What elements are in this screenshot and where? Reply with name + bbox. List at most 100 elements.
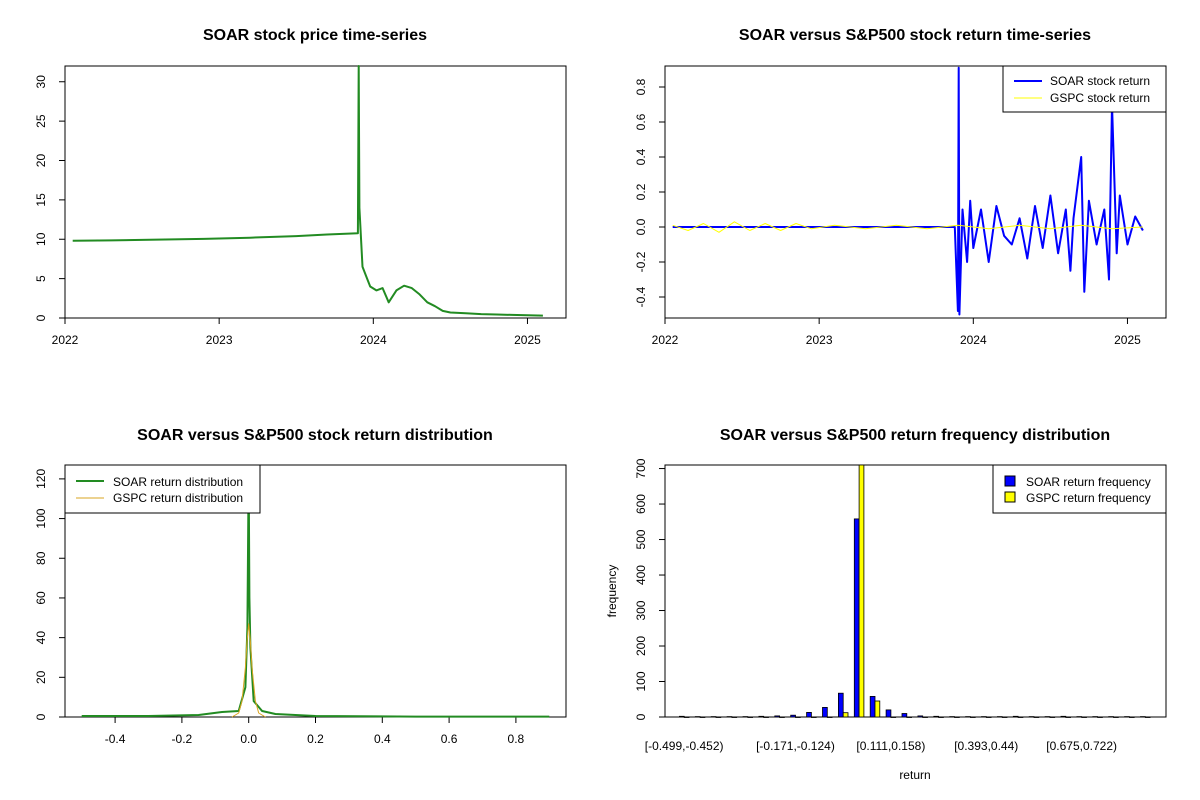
- gspc-frequency-bar: [1065, 716, 1072, 718]
- return-distribution-panel: SOAR versus S&P500 stock return distribu…: [34, 427, 567, 746]
- soar-frequency-bar: [901, 713, 908, 718]
- legend-label-soar-distribution: SOAR return distribution: [113, 475, 243, 489]
- gspc-frequency-bar: [731, 716, 738, 718]
- soar-frequency-bar: [981, 716, 987, 718]
- return-ts-ytick-label: 0.0: [634, 218, 648, 235]
- price-ytick-label: 10: [34, 232, 48, 246]
- soar-frequency-bar: [774, 715, 780, 718]
- gspc-frequency-bar: [699, 716, 706, 718]
- gspc-distribution-line: [231, 623, 266, 718]
- gspc-frequency-bar: [1017, 716, 1024, 718]
- frequency-legend-box: [992, 464, 1167, 514]
- gspc-frequency-bar: [906, 716, 912, 718]
- price-xtick-label: 2024: [360, 333, 387, 347]
- gspc-frequency-bar: [811, 716, 817, 718]
- distribution-xtick-label: 0.6: [441, 732, 458, 746]
- gspc-frequency-bar: [842, 712, 849, 718]
- distribution-ytick-label: 100: [34, 508, 48, 528]
- soar-frequency-bar: [1140, 716, 1146, 718]
- gspc-frequency-bar: [874, 700, 881, 718]
- distribution-xtick-label: 0.4: [374, 732, 391, 746]
- soar-frequency-bar: [917, 715, 924, 718]
- return-ts-xtick-label: 2022: [652, 333, 679, 347]
- price-ytick-label: 25: [34, 114, 48, 128]
- gspc-frequency-bar: [938, 716, 944, 718]
- gspc-frequency-bar: [1033, 716, 1040, 718]
- price-ytick-label: 0: [34, 314, 48, 321]
- gspc-frequency-bar: [954, 716, 960, 718]
- gspc-frequency-bar: [1144, 716, 1151, 718]
- gspc-frequency-bar: [1113, 716, 1119, 718]
- soar-frequency-bar: [1060, 715, 1067, 718]
- legend-label-soar-return: SOAR stock return: [1050, 74, 1150, 88]
- return-ts-ytick-label: -0.2: [634, 251, 648, 272]
- legend-label-gspc-distribution: GSPC return distribution: [113, 491, 243, 505]
- frequency-plot-area: 0 100 200 300 400 500 600 700 [-0.499,-0.452) [-0…: [634, 458, 1151, 753]
- frequency-xtick-label: [0.675,0.722): [1046, 739, 1117, 753]
- soar-frequency-bar: [758, 715, 765, 718]
- distribution-ytick-label: 40: [34, 631, 48, 645]
- legend-label-gspc-frequency: GSPC return frequency: [1026, 491, 1151, 505]
- gspc-frequency-bar: [858, 464, 865, 718]
- price-ytick-label: 30: [34, 75, 48, 89]
- return-ts-ytick-label: -0.4: [634, 286, 648, 307]
- price-xtick-label: 2023: [206, 333, 233, 347]
- soar-frequency-bar: [1108, 716, 1114, 718]
- return-ts-chart-title: SOAR versus S&P500 stock return time-ser…: [739, 27, 1091, 44]
- price-timeseries-panel: SOAR stock price time-series 05101520253…: [34, 27, 567, 347]
- gspc-frequency-bar: [922, 716, 928, 718]
- frequency-xtick-label: [-0.171,-0.124): [756, 739, 835, 753]
- price-xtick-label: 2025: [514, 333, 541, 347]
- frequency-ytick-label: 100: [634, 671, 648, 691]
- soar-frequency-bar: [949, 716, 955, 718]
- gspc-return-line: [672, 221, 1143, 233]
- soar-frequency-bar: [965, 716, 971, 718]
- legend-label-soar-frequency: SOAR return frequency: [1026, 475, 1151, 489]
- soar-frequency-bar: [885, 709, 892, 718]
- price-chart-title: SOAR stock price time-series: [203, 27, 427, 44]
- return-ts-ytick-label: 0.2: [634, 183, 648, 200]
- gspc-frequency-bar: [970, 716, 976, 718]
- return-ts-plot-area: -0.4 -0.2 0.0 0.2 0.4 0.6 0.8 2022 2023 2024 2025: [634, 66, 1144, 347]
- frequency-xtick-label: [0.393,0.44): [954, 739, 1018, 753]
- price-ytick-label: 20: [34, 154, 48, 168]
- distribution-ytick-label: 120: [34, 469, 48, 489]
- soar-frequency-bar: [710, 716, 717, 718]
- gspc-frequency-bar: [1049, 716, 1056, 718]
- frequency-ytick-label: 300: [634, 600, 648, 620]
- gspc-frequency-bar: [747, 716, 753, 718]
- frequency-chart-title: SOAR versus S&P500 return frequency dist…: [720, 427, 1110, 444]
- soar-frequency-bar: [679, 715, 685, 718]
- legend-label-gspc-return: GSPC stock return: [1050, 91, 1150, 105]
- soar-frequency-bar: [806, 712, 812, 718]
- gspc-frequency-bar: [826, 716, 833, 718]
- soar-frequency-bar: [838, 692, 844, 718]
- frequency-ytick-label: 600: [634, 494, 648, 514]
- price-ytick-label: 5: [34, 275, 48, 282]
- return-ts-xtick-label: 2025: [1114, 333, 1141, 347]
- gspc-frequency-bar: [890, 716, 897, 718]
- distribution-ytick-label: 60: [34, 591, 48, 605]
- return-ts-xtick-label: 2024: [960, 333, 987, 347]
- soar-frequency-bar: [869, 696, 876, 718]
- gspc-frequency-bar: [1001, 716, 1008, 718]
- frequency-ytick-label: 200: [634, 636, 648, 656]
- return-ts-legend-box: [1002, 65, 1167, 113]
- frequency-ytick-label: 500: [634, 529, 648, 549]
- soar-frequency-bar: [1028, 716, 1035, 718]
- frequency-x-axis-label: return: [899, 768, 930, 782]
- frequency-y-axis-label: frequency: [605, 565, 619, 618]
- return-ts-ytick-label: 0.8: [634, 78, 648, 95]
- return-ts-xtick-label: 2023: [806, 333, 833, 347]
- soar-frequency-bar: [853, 518, 860, 718]
- price-series-line: [72, 65, 543, 317]
- price-xtick-label: 2022: [52, 333, 79, 347]
- gspc-frequency-bar: [1081, 716, 1087, 718]
- gspc-frequency-bar: [985, 716, 992, 718]
- soar-frequency-bar: [822, 707, 828, 718]
- distribution-xtick-label: -0.4: [105, 732, 126, 746]
- return-ts-legend: SOAR stock return GSPC stock return: [1002, 65, 1167, 113]
- distribution-ytick-label: 0: [34, 713, 48, 720]
- frequency-ytick-label: 0: [634, 713, 648, 720]
